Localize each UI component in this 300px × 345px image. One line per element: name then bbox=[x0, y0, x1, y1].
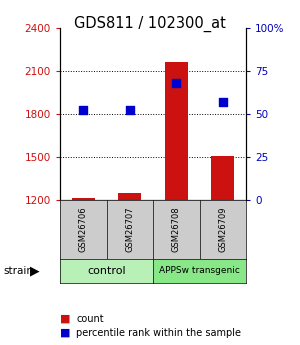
Text: ■: ■ bbox=[60, 314, 70, 324]
Text: GSM26707: GSM26707 bbox=[125, 207, 134, 252]
Bar bbox=[118, 193, 141, 200]
Point bbox=[174, 80, 179, 86]
Bar bbox=[211, 156, 234, 200]
Text: GDS811 / 102300_at: GDS811 / 102300_at bbox=[74, 16, 226, 32]
Text: percentile rank within the sample: percentile rank within the sample bbox=[76, 328, 242, 338]
Text: ■: ■ bbox=[60, 328, 70, 338]
Text: APPSw transgenic: APPSw transgenic bbox=[159, 266, 240, 275]
Bar bbox=[165, 62, 188, 200]
Text: ▶: ▶ bbox=[30, 264, 40, 277]
Bar bbox=[72, 198, 95, 200]
Text: GSM26709: GSM26709 bbox=[218, 207, 227, 252]
Text: GSM26708: GSM26708 bbox=[172, 207, 181, 252]
Text: GSM26706: GSM26706 bbox=[79, 207, 88, 252]
Text: control: control bbox=[87, 266, 126, 276]
Point bbox=[81, 108, 86, 113]
Point bbox=[220, 99, 225, 105]
Text: strain: strain bbox=[3, 266, 33, 276]
Point bbox=[128, 108, 132, 113]
Text: count: count bbox=[76, 314, 104, 324]
